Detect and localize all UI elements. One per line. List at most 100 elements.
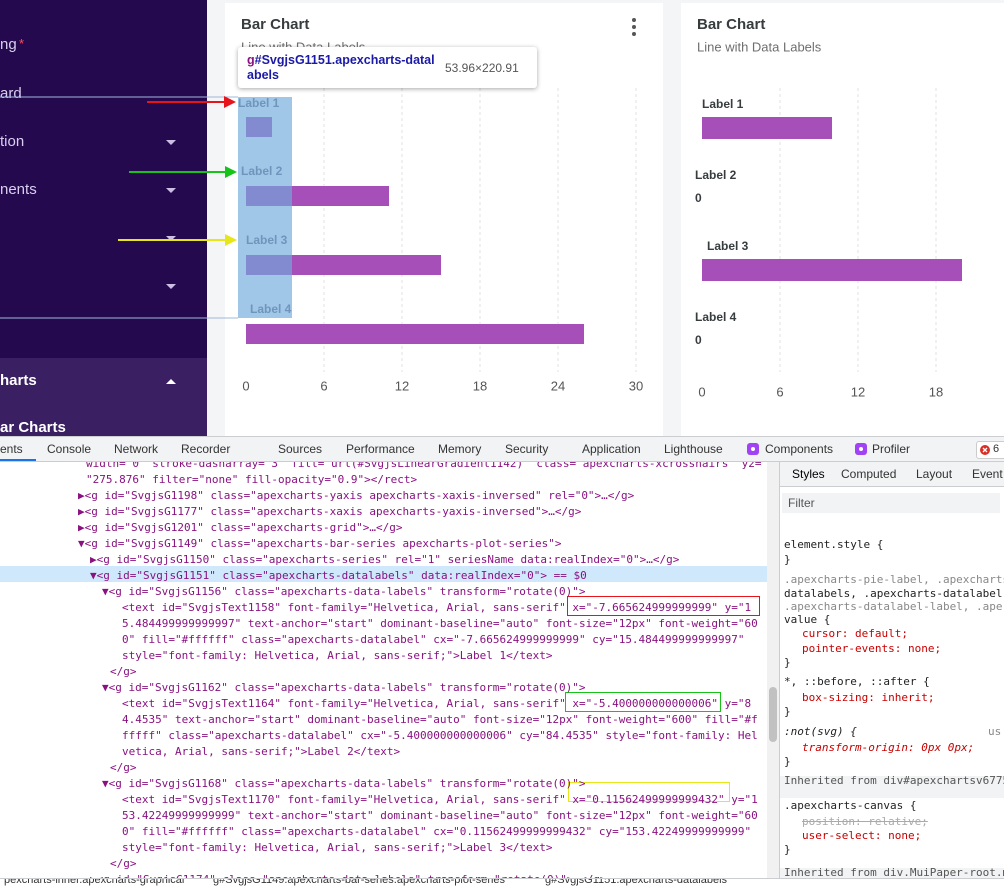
nav-item: tion — [0, 133, 25, 150]
devtools-tab[interactable]: Sources — [278, 442, 323, 456]
inspector-overlay — [0, 96, 292, 319]
elements-tree: width="0" stroke-dasharray="3" fill="url… — [0, 462, 767, 880]
chevron-down — [166, 140, 176, 145]
style-line: datalabels, .apexcharts-datalabel — [784, 587, 1003, 600]
devtools-tab[interactable]: ents — [0, 442, 23, 456]
code-line: ▶<g id="SvgjsG1177" class="apexcharts-xa… — [78, 505, 582, 518]
error-icon — [980, 445, 990, 455]
code-line: 0" fill="#ffffff" class="apexcharts-data… — [122, 633, 745, 646]
code-line: <text id="SvgjsText1164" font-family="He… — [122, 697, 752, 710]
code-line: ▶<g id="SvgjsG1150" class="apexcharts-se… — [90, 553, 680, 566]
category-label: Label 1 — [702, 97, 744, 111]
devtools-tab[interactable]: Memory — [438, 442, 482, 456]
devtools-tab[interactable]: Console — [47, 442, 92, 456]
styles-tab[interactable]: Styles — [792, 467, 825, 481]
x-tick-label: 0 — [698, 384, 705, 399]
data-label: 0 — [695, 191, 702, 205]
x-tick-label: 6 — [776, 384, 783, 399]
data-label: 0 — [695, 333, 702, 347]
style-line: element.style { — [784, 538, 884, 551]
x-tick-label: 0 — [242, 378, 249, 393]
breadcrumb-bar: pexcharts-inner.apexcharts-graphical g#Sv… — [0, 878, 1004, 889]
inspect-tooltip: g#SvgjsG1151.apexcharts-datalabels 53.96… — [238, 47, 537, 88]
nav-item: ard — [0, 85, 22, 102]
style-line: } — [784, 705, 791, 718]
styles-tab[interactable]: Event — [972, 467, 1003, 481]
style-line: :not(svg) { — [784, 725, 857, 738]
styles-tab[interactable]: Layout — [916, 467, 953, 481]
chevron-down — [166, 284, 176, 289]
breadcrumb[interactable]: g#SvgjsG1151.apexcharts-datalabels — [545, 878, 728, 886]
sidebar: ng ard tion nents harts ar Charts * — [0, 0, 207, 436]
scrollbar-thumb[interactable] — [769, 687, 777, 742]
devtools-tab[interactable]: Components — [765, 442, 834, 456]
code-line: fffff" class="apexcharts-datalabel" cx="… — [122, 729, 758, 742]
breadcrumb[interactable]: g#SvgjsG1149.apexcharts-bar-series.apexc… — [213, 878, 506, 886]
error-count: 6 — [993, 443, 1000, 455]
styles-tabbar — [780, 462, 1004, 487]
tooltip-selector: g#SvgjsG1151.apexcharts-datalabels — [247, 53, 437, 83]
code-line: vetica, Arial, sans-serif;">Label 2</tex… — [122, 745, 401, 758]
chevron-down — [166, 188, 176, 193]
style-line: *, ::before, ::after { — [784, 675, 930, 688]
devtools-tab[interactable]: Lighthouse — [664, 442, 723, 456]
annotation-arrow — [118, 234, 237, 246]
code-line: ▶<g id="SvgjsG1201" class="apexcharts-gr… — [78, 521, 403, 534]
devtools-tab[interactable]: Security — [505, 442, 549, 456]
styles-tab[interactable]: Computed — [841, 467, 897, 481]
code-line: 4.4535" text-anchor="start" dominant-bas… — [122, 713, 758, 726]
style-line: } — [784, 553, 791, 566]
x-tick-label: 12 — [395, 378, 409, 393]
nav-item: ar Charts — [0, 419, 66, 436]
tooltip-size: 53.96×220.91 — [445, 61, 519, 75]
bar — [246, 324, 584, 344]
code-line: ▼<g id="SvgjsG1151" class="apexcharts-da… — [90, 569, 587, 582]
element-highlight — [238, 97, 292, 318]
styles-pane: Filter Styles Computed Layout Event element.… — [779, 462, 1004, 888]
style-line: } — [784, 843, 791, 856]
style-line: .apexcharts-canvas { — [784, 799, 917, 812]
react-icon — [855, 443, 867, 455]
code-line: <text id="SvgjsText1170" font-family="He… — [122, 793, 758, 806]
x-tick-label: 24 — [551, 378, 565, 393]
error-badge[interactable]: 6 — [976, 441, 1004, 459]
highlight-box — [567, 596, 760, 616]
annotation-arrow — [129, 166, 237, 178]
devtools-tabbar: 6 ents Console Network Recorder Sources Perfo… — [0, 437, 1004, 462]
sidebar-icons — [166, 140, 176, 384]
active-tab-indicator — [0, 459, 36, 461]
filter-placeholder: Filter — [788, 496, 815, 510]
code-line: ▼<g id="SvgjsG1156" class="apexcharts-da… — [102, 585, 586, 598]
category-label: Label 2 — [695, 168, 737, 182]
highlight-box — [565, 692, 721, 712]
required-mark: * — [19, 36, 25, 51]
kebab-menu[interactable] — [627, 17, 641, 39]
nav-item[interactable]: harts — [0, 372, 37, 389]
style-line: .apexcharts-pie-label, .apexcharts- — [784, 573, 1004, 586]
breadcrumb[interactable]: pexcharts-inner.apexcharts-graphical — [4, 878, 185, 886]
code-line: width="0" stroke-dasharray="3" fill="url… — [86, 462, 762, 470]
devtools-tab[interactable]: Network — [114, 442, 159, 456]
chevron-down — [166, 236, 176, 241]
tooltip-selector-text: #SvgjsG1151.apexcharts-datalabels — [247, 53, 435, 82]
bar — [246, 255, 441, 275]
x-tick-label: 30 — [629, 378, 643, 393]
annotation-arrow — [147, 96, 236, 108]
filter-input[interactable]: Filter — [782, 493, 1000, 513]
style-line: pointer-events: none; — [802, 642, 942, 655]
style-line: user-select: none; — [802, 829, 922, 842]
devtools-tab[interactable]: Application — [582, 442, 641, 456]
devtools-tab[interactable]: Recorder — [181, 442, 231, 456]
selected-node-row — [0, 566, 767, 582]
x-tick-label: 18 — [473, 378, 487, 393]
scrollbar[interactable] — [767, 462, 779, 880]
code-line: 53.42249999999999" text-anchor="start" d… — [122, 809, 758, 822]
chart-title: Bar Chart — [697, 16, 765, 33]
category-label: Label 3 — [707, 239, 749, 253]
style-line: Inherited from div#apexchartsv6775oz — [784, 774, 1004, 787]
style-line: transform-origin: 0px 0px; — [802, 741, 975, 754]
code-line: style="font-family: Helvetica, Arial, sa… — [122, 649, 553, 662]
devtools-tab[interactable]: Performance — [346, 442, 415, 456]
devtools-tab[interactable]: Profiler — [872, 442, 911, 456]
react-icon — [747, 443, 759, 455]
